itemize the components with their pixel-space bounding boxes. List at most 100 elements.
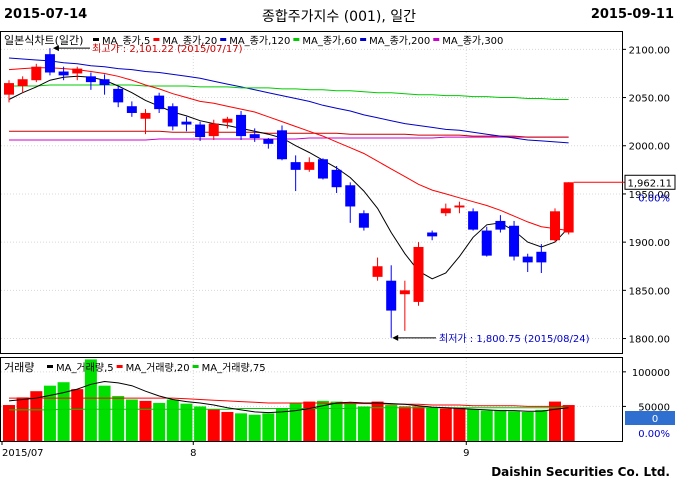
volume-bar	[439, 408, 452, 441]
candle	[126, 101, 137, 117]
price-tick-label: 2100.00	[629, 45, 670, 56]
current-volume-readout: 0 0.00%	[625, 411, 675, 440]
candle	[454, 201, 465, 214]
volume-bar	[71, 389, 84, 441]
company-name: Daishin Securities Co. Ltd.	[491, 465, 670, 479]
price-legend-swatch	[220, 38, 227, 41]
candle	[195, 121, 206, 141]
candle-body	[495, 220, 506, 230]
volume-bar	[180, 403, 193, 441]
candle	[44, 48, 55, 76]
candle	[290, 155, 301, 192]
volume-bar	[467, 409, 480, 441]
price-ma200-line	[9, 130, 569, 138]
candle-body	[345, 185, 356, 207]
candle-body	[331, 169, 342, 188]
candle-body	[454, 205, 465, 208]
volume-bar	[84, 359, 97, 441]
candle-body	[440, 208, 451, 214]
candle-body	[4, 83, 14, 95]
volume-bar	[453, 407, 466, 441]
price-legend-swatch	[293, 38, 300, 41]
candle-body	[468, 211, 479, 230]
candle	[550, 208, 560, 243]
price-legend-swatch	[433, 38, 440, 41]
volume-panel-label: 거래량	[4, 361, 34, 374]
volume-bar	[112, 396, 125, 441]
volume-bar	[43, 385, 56, 441]
volume-bar	[562, 405, 575, 441]
price-ma120-line	[8, 57, 569, 144]
candle-body	[386, 280, 397, 311]
end-date: 2015-09-11	[590, 7, 674, 22]
price-legend-swatch	[93, 38, 99, 41]
candle	[140, 109, 151, 135]
x-tick-label: 2015/07	[2, 448, 44, 459]
volume-tick-label: 50000	[638, 402, 670, 413]
chart-title: 종합주가지수 (001), 일간	[261, 9, 417, 25]
candle	[263, 138, 274, 149]
candle-body	[17, 79, 28, 86]
candle-body	[372, 266, 383, 277]
volume-tick-label: 100000	[632, 368, 670, 379]
price-legend-swatch	[153, 38, 160, 41]
candle-body	[399, 290, 410, 295]
candle	[563, 182, 574, 235]
high-annotation-arrow	[52, 45, 59, 52]
volume-bar	[521, 411, 534, 441]
candle	[522, 253, 533, 273]
volume-bar	[412, 406, 425, 441]
price-gridlines	[1, 32, 622, 353]
candle-body	[85, 76, 96, 83]
candle-body	[181, 121, 192, 125]
x-tick-label: 8	[190, 448, 196, 459]
candle	[277, 125, 287, 161]
volume-legend-swatch	[47, 365, 53, 368]
start-date: 2015-07-14	[4, 7, 88, 22]
candle	[167, 103, 178, 131]
candle-body	[58, 71, 69, 76]
volume-ma75-line	[9, 407, 569, 411]
volume-bar	[385, 405, 398, 441]
low-annotation-label: 최저가 : 1,800.75 (2015/08/24)	[439, 333, 590, 345]
candle	[99, 74, 110, 95]
low-annotation-arrow	[392, 334, 399, 341]
volume-bar	[262, 413, 275, 441]
candle	[536, 244, 547, 273]
current-price-box	[624, 174, 676, 190]
candle	[17, 76, 28, 93]
volume-gridlines	[1, 358, 622, 441]
price-legend-label: MA_종가,60	[302, 35, 357, 47]
volume-bar	[357, 406, 370, 441]
candle	[399, 280, 410, 331]
candle-body	[222, 118, 233, 123]
volume-moving-averages	[8, 380, 569, 414]
current-price-readout: 1,962.11 0.00%	[573, 174, 676, 204]
current-price-pct: 0.00%	[638, 193, 670, 204]
volume-bar	[480, 410, 493, 441]
volume-bar	[248, 414, 261, 441]
candle-body	[99, 79, 110, 86]
candle-body	[263, 139, 274, 144]
volume-bar	[221, 411, 234, 441]
candle-body	[236, 114, 247, 137]
price-tick-label: 2050.00	[629, 94, 670, 105]
candle-body	[509, 225, 520, 257]
candles-group	[4, 48, 574, 338]
price-panel-label: 일본식차트(일간)	[4, 33, 83, 47]
candle-body	[72, 68, 83, 74]
volume-bar	[16, 397, 29, 441]
price-legend-label: MA_종가,20	[162, 35, 217, 47]
volume-bar	[235, 413, 248, 441]
volume-bar	[3, 405, 15, 441]
candle	[509, 220, 520, 261]
candle-body	[113, 88, 124, 103]
candle	[154, 92, 165, 113]
candle	[249, 128, 260, 142]
candle-body	[563, 182, 574, 233]
x-tick-label: 9	[463, 448, 469, 459]
candle-body	[536, 251, 547, 263]
price-y-axis: 2100.00 2050.00 2000.00 1950.00 1900.00 1850.…	[622, 45, 670, 346]
price-legend-swatch	[360, 38, 367, 41]
